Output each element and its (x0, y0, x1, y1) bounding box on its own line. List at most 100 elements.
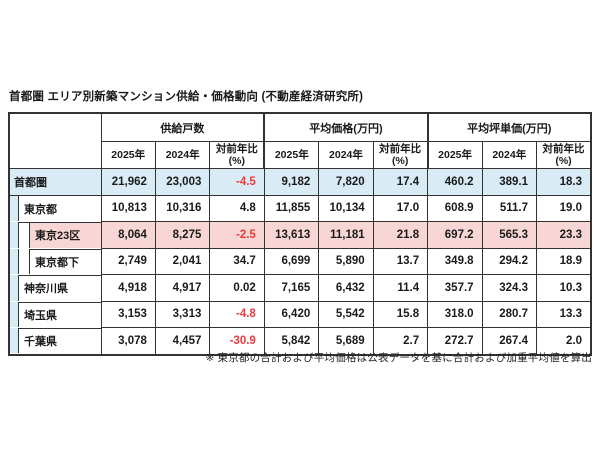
value-cell: 15.8 (372, 300, 428, 328)
row-label-cell: 東京23区 (9, 222, 101, 249)
value-cell: 318.0 (427, 300, 483, 328)
row-label: 首都圏 (9, 168, 101, 195)
value-cell: 6,420 (263, 300, 319, 328)
table-row-tokyo-tosya: 東京都下 2,749 2,041 34.7 6,699 5,890 13.7 3… (9, 247, 591, 275)
data-table: 供給戸数 平均価格(万円) 平均坪単価(万円) 2025年 2024年 対前年比… (8, 112, 592, 356)
indent-strip-shutoken (10, 275, 19, 301)
value-cell: 7,165 (263, 274, 319, 301)
value-cell: 389.1 (481, 168, 537, 195)
header-sub-row: 2025年 2024年 対前年比 (%) 2025年 2024年 対前年比 (%… (9, 141, 591, 169)
value-cell: 697.2 (427, 221, 483, 248)
col-header: 2024年 (318, 141, 374, 169)
table-row-kanagawa: 神奈川県 4,918 4,917 0.02 7,165 6,432 11.4 3… (9, 274, 591, 302)
value-cell: 10.3 (536, 274, 591, 301)
value-cell: 13.7 (372, 247, 428, 275)
value-cell: -2.5 (209, 221, 265, 248)
table-row-chiba: 千葉県 3,078 4,457 -30.9 5,842 5,689 2.7 27… (9, 327, 591, 355)
row-label-cell: 東京都 (9, 194, 101, 222)
row-label-cell: 埼玉県 (9, 301, 101, 328)
value-cell: 5,689 (318, 327, 374, 355)
value-cell: 4,457 (154, 327, 210, 355)
indent-strip-tokyo (19, 222, 30, 248)
indent-strip-shutoken (10, 222, 19, 248)
value-cell: 2.0 (536, 327, 591, 355)
column-group-supply: 供給戸数 (100, 113, 265, 142)
indent-strip-shutoken (10, 195, 19, 222)
value-cell: 5,542 (318, 300, 374, 328)
value-cell: -4.5 (209, 168, 265, 195)
value-cell: 11.4 (372, 274, 428, 301)
value-cell: 2,749 (100, 247, 156, 275)
column-group-avg-price: 平均価格(万円) (263, 113, 428, 142)
indent-strip-shutoken (10, 301, 19, 327)
value-cell: 23,003 (154, 168, 210, 195)
value-cell: 565.3 (481, 221, 537, 248)
row-label: 神奈川県 (19, 275, 101, 301)
value-cell: 21.8 (372, 221, 428, 248)
col-header: 2025年 (263, 141, 319, 169)
value-cell: 10,813 (100, 194, 156, 222)
value-cell: 267.4 (481, 327, 537, 355)
value-cell: 11,855 (263, 194, 319, 222)
col-header: 2024年 (154, 141, 210, 169)
value-cell: 8,275 (154, 221, 210, 248)
value-cell: 6,432 (318, 274, 374, 301)
value-cell: 608.9 (427, 194, 483, 222)
value-cell: 17.0 (372, 194, 428, 222)
value-cell: -30.9 (209, 327, 265, 355)
value-cell: 460.2 (427, 168, 483, 195)
value-cell: 0.02 (209, 274, 265, 301)
row-label: 東京23区 (30, 222, 101, 248)
col-header: 対前年比 (%) (536, 141, 591, 169)
col-header: 対前年比 (%) (372, 141, 428, 169)
value-cell: 18.9 (536, 247, 591, 275)
col-header: 対前年比 (%) (209, 141, 265, 169)
value-cell: 8,064 (100, 221, 156, 248)
value-cell: 272.7 (427, 327, 483, 355)
value-cell: 4,918 (100, 274, 156, 301)
value-cell: 13,613 (263, 221, 319, 248)
value-cell: 5,890 (318, 247, 374, 275)
value-cell: 3,078 (100, 327, 156, 355)
value-cell: 280.7 (481, 300, 537, 328)
footnote: ※ 東京都の合計および平均価格は公表データを基に合計および加重平均値を算出 (205, 352, 592, 364)
value-cell: 357.7 (427, 274, 483, 301)
row-label: 東京都 (24, 203, 57, 216)
col-header: 2024年 (481, 141, 537, 169)
table-row-shutoken: 首都圏 21,962 23,003 -4.5 9,182 7,820 17.4 … (9, 168, 591, 195)
value-cell: 5,842 (263, 327, 319, 355)
value-cell: 9,182 (263, 168, 319, 195)
value-cell: 18.3 (536, 168, 591, 195)
page-title: 首都圏 エリア別新築マンション供給・価格動向 (不動産経済研究所) (9, 91, 364, 103)
row-label-cell: 東京都下 (9, 248, 101, 275)
row-label-cell: 神奈川県 (9, 275, 101, 302)
value-cell: 349.8 (427, 247, 483, 275)
value-cell: 13.3 (536, 300, 591, 328)
corner-cell (9, 113, 101, 169)
value-cell: 11,181 (318, 221, 374, 248)
value-cell: 10,134 (318, 194, 374, 222)
header-group-row: 供給戸数 平均価格(万円) 平均坪単価(万円) (9, 113, 591, 142)
value-cell: 21,962 (100, 168, 156, 195)
table-row-saitama: 埼玉県 3,153 3,313 -4.8 6,420 5,542 15.8 31… (9, 300, 591, 328)
indent-strip-tokyo (19, 248, 30, 274)
value-cell: 3,313 (154, 300, 210, 328)
col-header: 2025年 (426, 141, 483, 169)
row-label: 埼玉県 (19, 301, 101, 328)
value-cell: 2,041 (154, 247, 210, 275)
row-label: 東京都下 (30, 248, 101, 275)
row-label-cell: 千葉県 (9, 327, 101, 355)
value-cell: 3,153 (100, 300, 156, 328)
value-cell: 7,820 (318, 168, 374, 195)
value-cell: 6,699 (263, 247, 319, 275)
value-cell: 324.3 (481, 274, 537, 301)
column-group-avg-unit-price: 平均坪単価(万円) (426, 113, 591, 142)
indent-strip-shutoken (10, 248, 19, 274)
table-row-tokyo: 東京都 10,813 10,316 4.8 11,855 10,134 17.0… (9, 194, 591, 222)
value-cell: 19.0 (536, 194, 591, 222)
value-cell: 511.7 (481, 194, 537, 222)
value-cell: 10,316 (154, 194, 210, 222)
value-cell: -4.8 (209, 300, 265, 328)
col-header: 2025年 (100, 141, 156, 169)
